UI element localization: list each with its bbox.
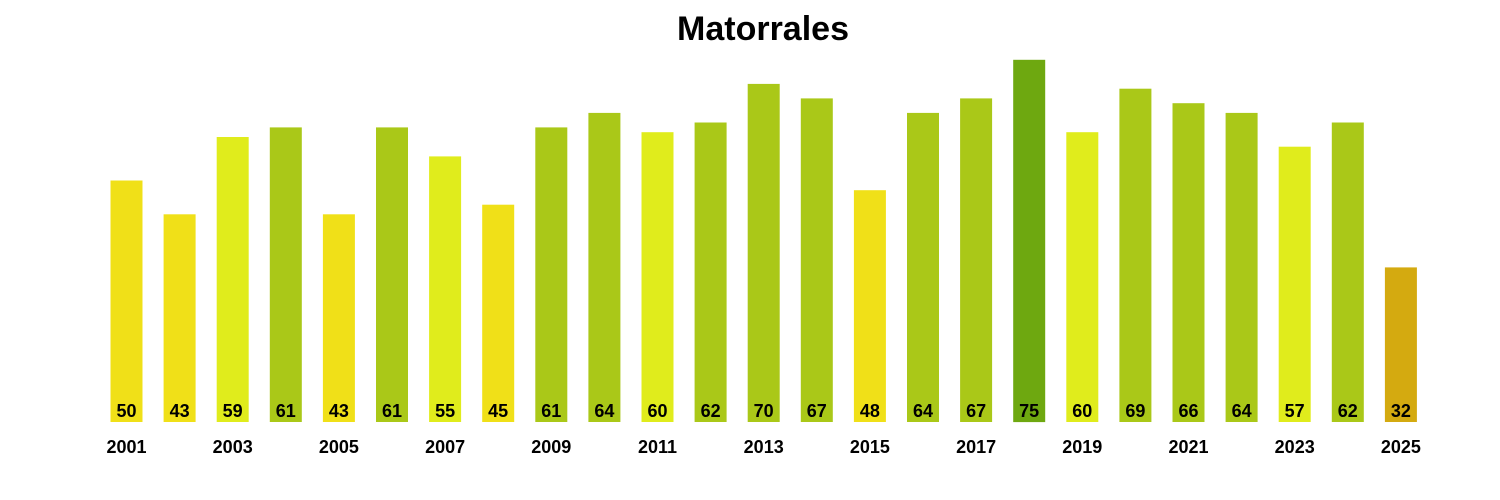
bar-2014	[800, 98, 833, 423]
data-label-2013: 70	[754, 401, 774, 421]
data-label-2010: 64	[594, 401, 614, 421]
bar-2013	[747, 83, 780, 423]
bar-2007	[429, 156, 462, 422]
bar-2004	[269, 127, 302, 423]
bar-2018	[1013, 59, 1046, 423]
data-label-2006: 61	[382, 401, 402, 421]
x-tick-label-2015: 2015	[850, 437, 890, 457]
bar-2012	[694, 122, 727, 422]
data-label-2015: 48	[860, 401, 880, 421]
data-label-2009: 61	[541, 401, 561, 421]
x-tick-label-2021: 2021	[1168, 437, 1208, 457]
data-label-2001: 50	[116, 401, 136, 421]
bar-2024	[1331, 122, 1364, 422]
bar-2015	[853, 190, 886, 422]
data-label-2020: 69	[1125, 401, 1145, 421]
bar-2017	[960, 98, 993, 423]
bar-2006	[376, 127, 408, 423]
data-label-2017: 67	[966, 401, 986, 421]
x-tick-label-2009: 2009	[531, 437, 571, 457]
bar-2009	[535, 127, 568, 423]
x-tick-label-2019: 2019	[1062, 437, 1102, 457]
bar-2005	[322, 214, 355, 422]
x-tick-label-2011: 2011	[638, 437, 677, 457]
data-label-2011: 60	[647, 401, 667, 421]
data-label-2003: 59	[223, 401, 243, 421]
bar-2011	[641, 132, 674, 422]
x-tick-label-2025: 2025	[1381, 437, 1421, 457]
x-tick-label-2003: 2003	[213, 437, 253, 457]
x-tick-label-2013: 2013	[744, 437, 784, 457]
data-label-2005: 43	[329, 401, 349, 421]
x-tick-label-2007: 2007	[425, 437, 465, 457]
data-label-2007: 55	[435, 401, 455, 421]
data-label-2025: 32	[1391, 401, 1411, 421]
bar-2002	[163, 214, 196, 422]
x-tick-label-2005: 2005	[319, 437, 359, 457]
data-label-2008: 45	[488, 401, 508, 421]
data-label-2022: 64	[1232, 401, 1252, 421]
chart-title: Matorrales	[677, 10, 849, 48]
bar-2022	[1225, 112, 1258, 423]
data-label-2021: 66	[1178, 401, 1198, 421]
data-label-2018: 75	[1019, 401, 1039, 421]
data-label-2023: 57	[1285, 401, 1305, 421]
bar-2020	[1119, 88, 1152, 422]
x-tick-label-2017: 2017	[956, 437, 996, 457]
bar-2003	[216, 137, 249, 422]
bar-2010	[588, 112, 621, 423]
bar-2001	[110, 180, 143, 422]
data-label-2012: 62	[701, 401, 721, 421]
data-label-2002: 43	[170, 401, 190, 421]
bar-2008	[482, 204, 515, 422]
bar-2019	[1066, 132, 1099, 422]
bar-2025	[1384, 267, 1417, 422]
data-label-2019: 60	[1072, 401, 1092, 421]
bar-2021	[1172, 103, 1205, 422]
bar-2023	[1278, 146, 1311, 422]
x-tick-label-2023: 2023	[1275, 437, 1315, 457]
data-label-2016: 64	[913, 401, 933, 421]
data-label-2004: 61	[276, 401, 296, 421]
bar-2016	[907, 112, 939, 423]
data-label-2024: 62	[1338, 401, 1358, 421]
data-label-2014: 67	[807, 401, 827, 421]
x-tick-label-2001: 2001	[106, 437, 146, 457]
